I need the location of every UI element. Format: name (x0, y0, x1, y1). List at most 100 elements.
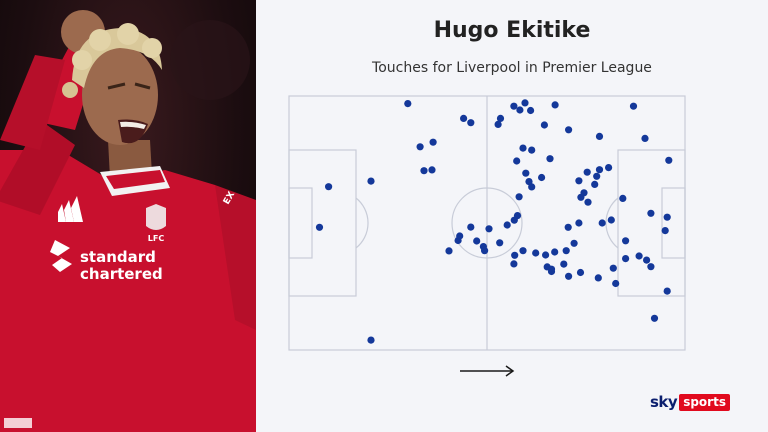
touch-point (598, 219, 606, 227)
left-penalty-arc (355, 197, 369, 249)
touch-point (641, 134, 649, 142)
touch-point (643, 256, 651, 264)
touch-point (473, 237, 481, 245)
touch-point (428, 166, 436, 174)
touch-point (538, 173, 546, 182)
touch-point (584, 198, 592, 206)
right-penalty-area (617, 149, 686, 297)
touch-point (622, 237, 630, 245)
touch-point (525, 178, 533, 186)
touch-point (551, 248, 559, 256)
touch-point (564, 223, 572, 231)
chart-panel (256, 0, 768, 432)
touch-point (575, 177, 583, 185)
touch-point (570, 239, 578, 247)
sky-sports-logo: sky sports (650, 391, 730, 413)
touch-points (315, 99, 673, 344)
touch-point (513, 212, 522, 220)
touch-point (420, 167, 428, 175)
touch-point (542, 251, 550, 259)
touch-point (619, 194, 627, 202)
touch-point (528, 146, 536, 154)
touch-point (591, 180, 599, 188)
touch-point (594, 274, 602, 282)
touch-point (647, 209, 655, 217)
shirt-sponsor-text: standard chartered (80, 248, 163, 283)
touch-point (663, 287, 671, 295)
touch-point (540, 121, 549, 129)
chart-subtitle: Touches for Liverpool in Premier League (372, 60, 652, 76)
touch-point (467, 223, 475, 231)
touch-point (496, 114, 505, 122)
touch-point (511, 251, 519, 259)
touch-point (560, 260, 568, 268)
touch-point (367, 336, 375, 344)
touch-point (576, 268, 585, 277)
touch-point (456, 232, 464, 240)
touch-point (429, 138, 437, 146)
touch-point (519, 247, 527, 255)
touch-point (515, 193, 523, 201)
touch-point (516, 106, 524, 114)
touch-point (460, 114, 468, 122)
touch-point (528, 183, 536, 191)
touch-point (445, 247, 453, 255)
touch-point (521, 99, 529, 107)
touch-point (551, 101, 559, 109)
touch-point (595, 132, 604, 140)
touch-point (513, 157, 521, 165)
touch-point (663, 213, 671, 221)
touch-point (404, 100, 412, 108)
touch-point (665, 156, 673, 164)
right-arrow-icon (460, 365, 515, 377)
touch-point (519, 144, 527, 152)
touch-point (367, 177, 375, 185)
touch-point (595, 166, 604, 174)
left-penalty-area (288, 149, 357, 297)
centre-circle (451, 187, 523, 259)
player-photo-illustration: LFC standard chartered EX (0, 10, 256, 432)
touch-point (416, 143, 424, 151)
touch-point (565, 126, 573, 134)
club-crest-text: LFC (148, 234, 165, 243)
touch-point (315, 223, 324, 231)
touch-point (661, 227, 669, 235)
touch-point (607, 216, 615, 224)
touch-point (629, 102, 638, 110)
touch-point (562, 247, 570, 255)
touch-point (650, 314, 659, 322)
pitch-markings (288, 95, 686, 351)
chart-title: Hugo Ekitike (433, 18, 591, 43)
touch-point (577, 193, 585, 201)
touch-point (494, 120, 502, 128)
brand-sky-text: sky (650, 393, 678, 411)
touch-point (593, 172, 601, 180)
touch-point (622, 255, 630, 263)
touch-point (565, 272, 573, 280)
touch-point (583, 168, 591, 176)
brand-sports-text: sports (679, 393, 730, 411)
player-photo: LFC standard chartered EX (0, 0, 256, 432)
touch-point (479, 243, 487, 251)
touch-point (527, 106, 535, 115)
touch-point (609, 264, 617, 272)
touch-point (612, 279, 620, 288)
touch-point (647, 263, 655, 271)
touch-point (510, 260, 518, 268)
right-six-yard-box (661, 187, 686, 259)
touch-point (532, 249, 540, 257)
left-six-yard-box (288, 187, 313, 259)
touch-point (510, 102, 518, 110)
right-penalty-arc (605, 197, 619, 249)
touch-point (547, 265, 556, 273)
touch-point (546, 155, 554, 163)
touch-point (605, 164, 613, 172)
touch-point (503, 221, 511, 229)
touch-point (635, 252, 643, 260)
touch-point (496, 239, 504, 247)
touch-point (485, 225, 493, 233)
touch-point (575, 219, 583, 227)
touch-point (325, 183, 333, 191)
